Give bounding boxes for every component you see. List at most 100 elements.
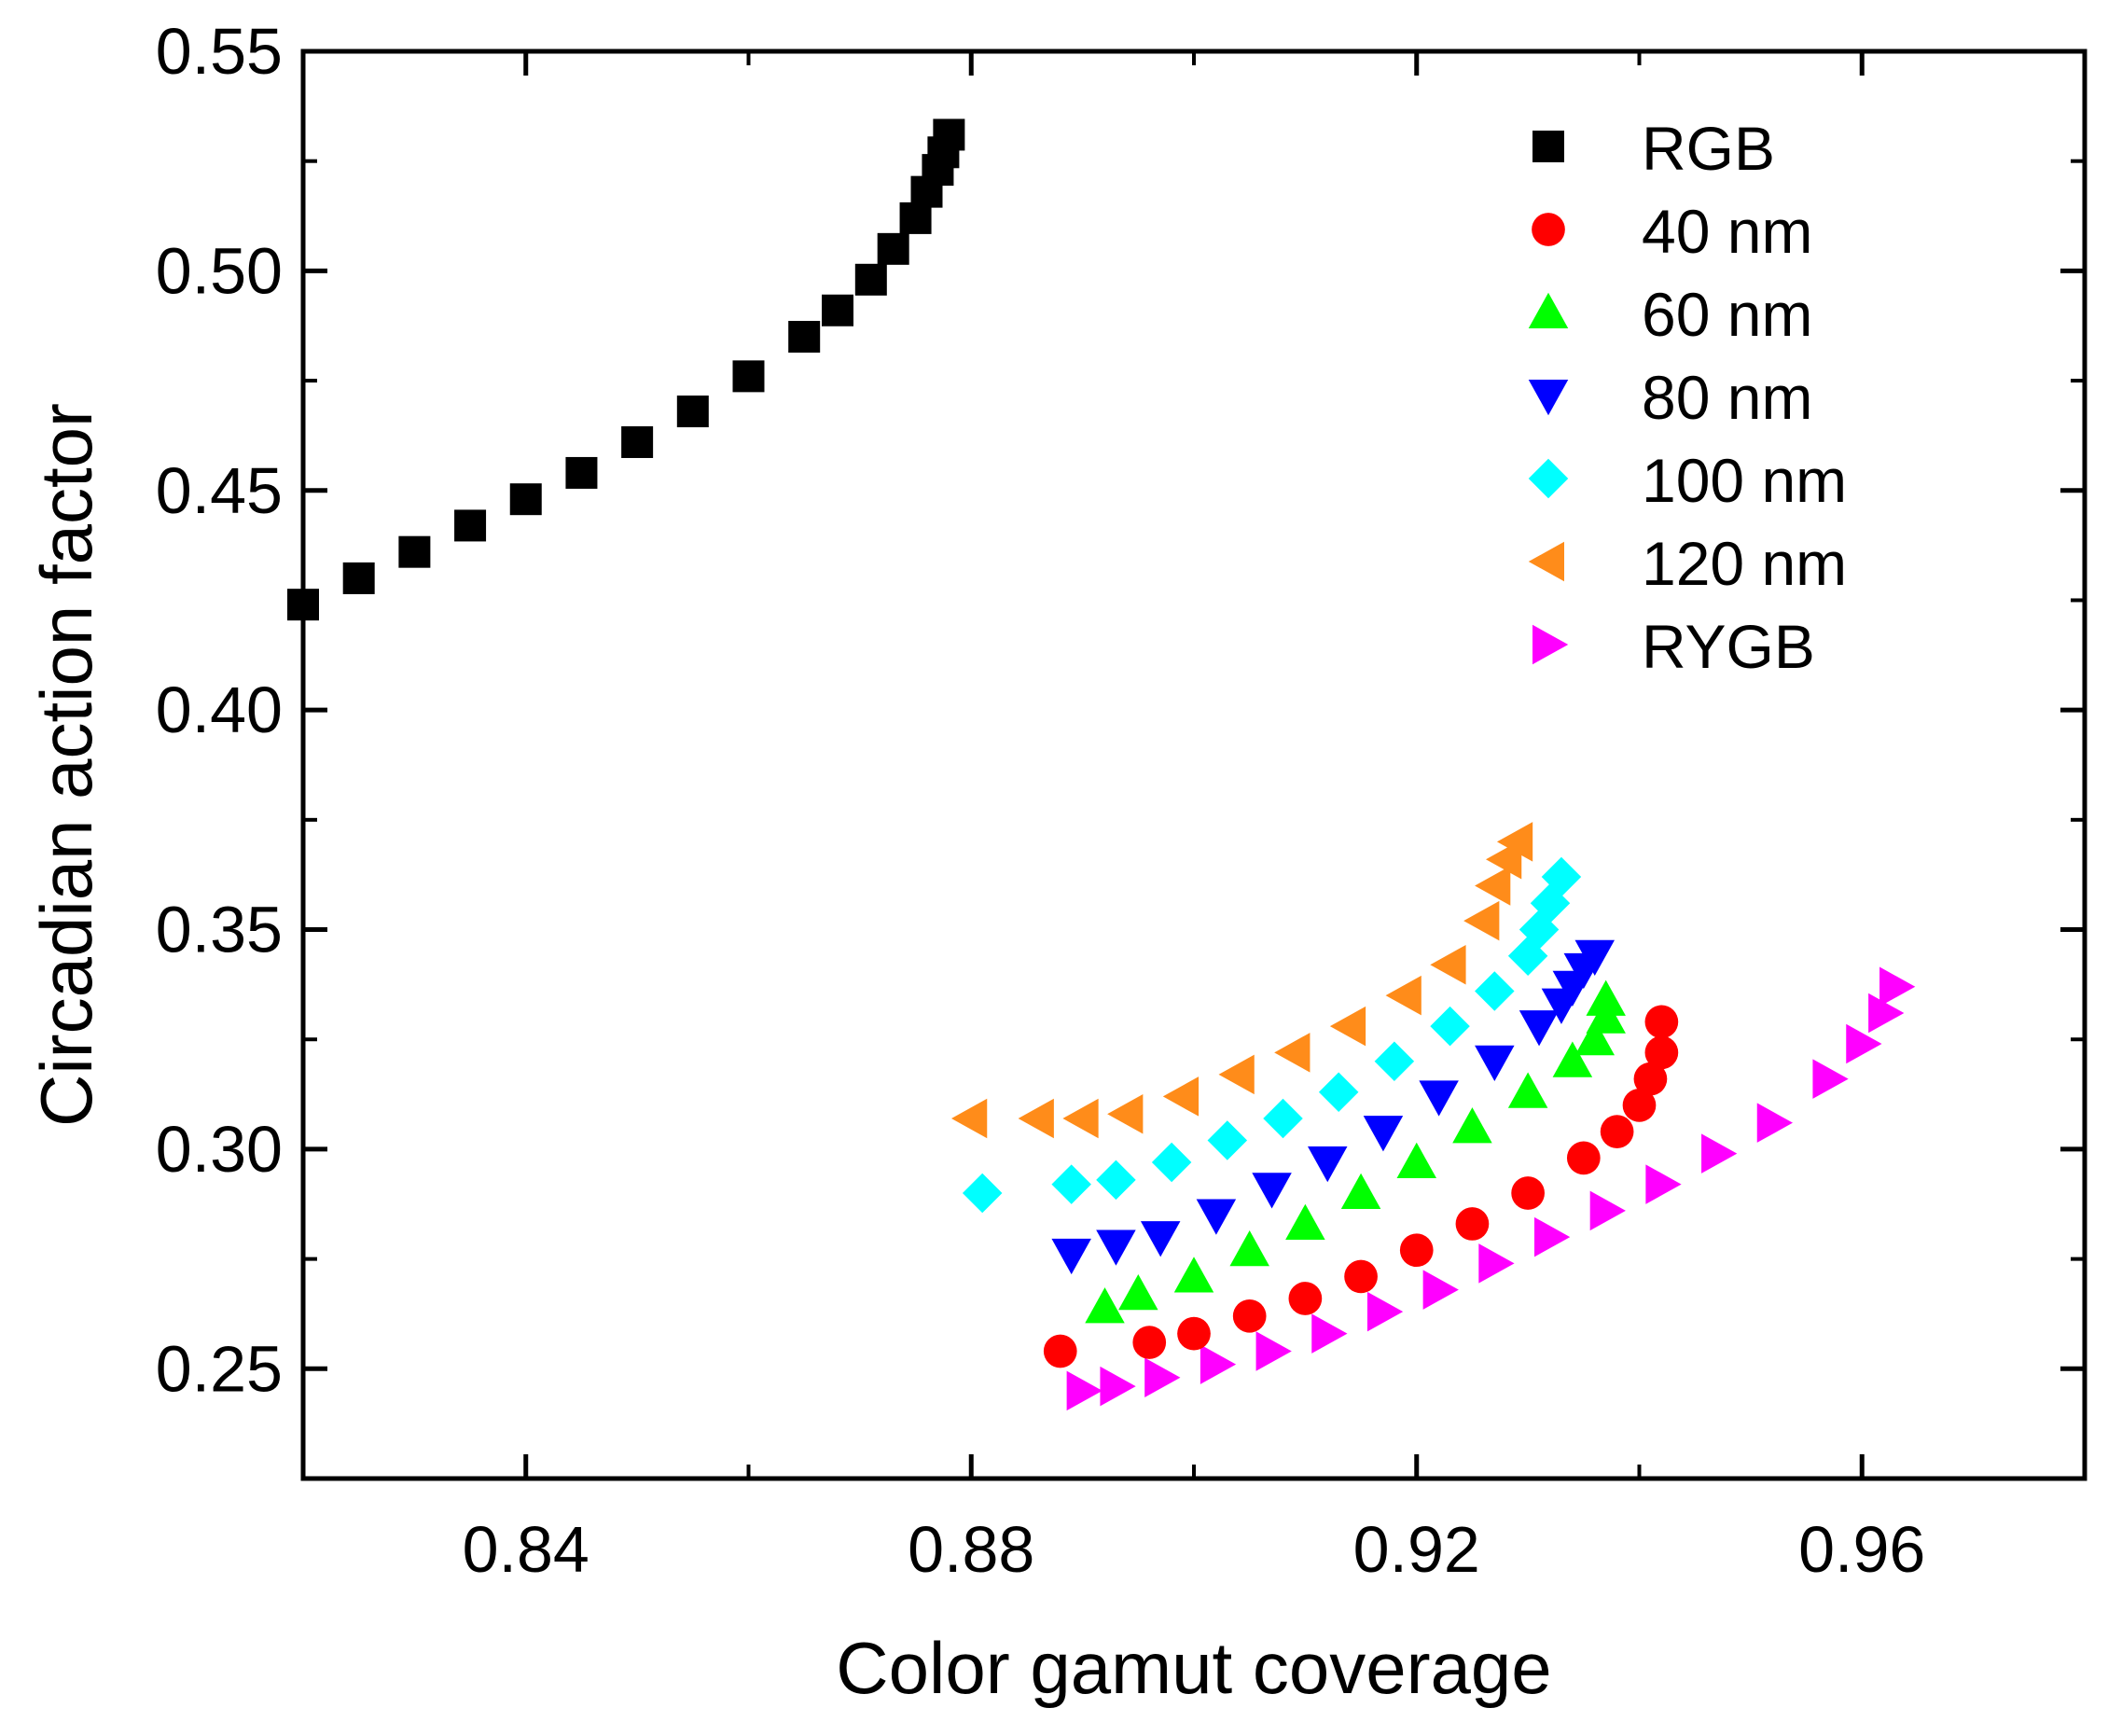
legend-marker: [1528, 380, 1569, 416]
legend-label: RGB: [1642, 114, 1775, 183]
data-point: [1574, 1019, 1615, 1056]
series-60-nm: [1085, 979, 1626, 1324]
data-point: [1200, 1344, 1237, 1384]
data-point: [1118, 1274, 1158, 1311]
data-point: [398, 535, 431, 568]
data-point: [1478, 1243, 1515, 1284]
legend-marker: [1532, 131, 1564, 162]
data-point: [1162, 1076, 1200, 1117]
data-point: [1644, 1035, 1679, 1070]
y-axis-title: Circadian action factor: [25, 403, 107, 1127]
legend-marker: [1532, 624, 1569, 665]
data-point: [1541, 856, 1582, 897]
series-rgb: [287, 118, 965, 621]
data-point: [342, 562, 375, 594]
legend-marker: [1528, 541, 1564, 582]
legend-label: 120 nm: [1642, 529, 1847, 598]
data-point: [454, 509, 487, 542]
data-point: [1475, 1045, 1515, 1082]
data-point: [1363, 1116, 1404, 1152]
legend-marker: [1532, 213, 1565, 246]
y-tick-label: 0.40: [156, 674, 283, 746]
data-point: [1311, 1313, 1348, 1354]
legend-marker: [1528, 458, 1569, 499]
data-point: [1507, 936, 1548, 977]
data-point: [732, 360, 765, 393]
data-point: [1586, 979, 1626, 1016]
data-point: [1475, 971, 1515, 1011]
data-point: [1255, 1331, 1292, 1371]
data-point: [1308, 1146, 1348, 1183]
x-tick-label: 0.88: [908, 1513, 1034, 1586]
data-point: [1344, 1259, 1378, 1294]
data-point: [1140, 1221, 1181, 1257]
data-point: [1252, 1173, 1292, 1209]
legend: RGB 40 nm 60 nm 80 nm 100 nm 120 nm RYGB: [1528, 114, 1847, 681]
data-point: [1218, 1054, 1255, 1095]
y-tick-label: 0.55: [156, 15, 283, 88]
x-axis-title: Color gamut coverage: [836, 1627, 1551, 1709]
data-point: [1288, 1282, 1323, 1315]
data-point: [1701, 1133, 1738, 1174]
legend-label: RYGB: [1642, 612, 1815, 681]
points-layer: [287, 118, 1916, 1411]
data-point: [1496, 822, 1533, 862]
data-point: [1589, 1190, 1626, 1231]
data-point: [1374, 1041, 1415, 1082]
series-40-nm: [1043, 1005, 1679, 1368]
legend-label: 100 nm: [1642, 446, 1847, 515]
data-point: [1475, 866, 1511, 906]
data-point: [509, 483, 542, 516]
data-point: [1507, 1072, 1548, 1108]
data-point: [1644, 1005, 1679, 1039]
data-point: [1566, 1141, 1601, 1175]
data-point: [1430, 944, 1466, 985]
data-point: [1519, 1010, 1560, 1047]
data-point: [1177, 1316, 1211, 1351]
data-point: [1318, 1072, 1359, 1112]
ticks-layer: 0.84 0.88 0.92 0.96 0.25 0.30 0.35 0.40 0.45 0.50…: [156, 15, 2087, 1586]
x-tick-label: 0.84: [463, 1513, 589, 1586]
data-point: [1574, 939, 1615, 977]
data-point: [1452, 1107, 1492, 1144]
data-point: [1285, 1203, 1325, 1240]
legend-label: 80 nm: [1642, 363, 1812, 432]
plot-frame: [300, 49, 2087, 1481]
series-100-nm: [962, 856, 1582, 1214]
data-point: [788, 321, 821, 353]
data-point: [1062, 1098, 1099, 1139]
data-point: [1066, 1370, 1103, 1411]
data-point: [1173, 1257, 1214, 1293]
data-point: [1600, 1115, 1634, 1148]
data-point: [1274, 1033, 1311, 1073]
legend-marker: [1528, 292, 1569, 328]
y-tick-label: 0.30: [156, 1113, 283, 1186]
data-point: [933, 118, 965, 151]
y-tick-label: 0.25: [156, 1332, 283, 1405]
series-120-nm: [951, 822, 1533, 1139]
y-tick-label: 0.45: [156, 454, 283, 527]
y-tick-label: 0.50: [156, 234, 283, 307]
data-point: [962, 1173, 1003, 1214]
data-point: [1756, 1103, 1793, 1143]
data-point: [1144, 1357, 1181, 1397]
data-point: [1430, 1006, 1470, 1047]
data-point: [1455, 1207, 1490, 1241]
x-tick-label: 0.92: [1353, 1513, 1480, 1586]
data-point: [565, 456, 598, 489]
data-point: [1100, 1366, 1136, 1407]
data-point: [1552, 1041, 1593, 1077]
series-80-nm: [1051, 939, 1615, 1275]
data-point: [1419, 1080, 1459, 1117]
data-point: [1329, 1006, 1366, 1047]
legend-label: 40 nm: [1642, 197, 1812, 266]
data-point: [1051, 1238, 1091, 1275]
data-point: [1263, 1098, 1303, 1139]
data-point: [1399, 1233, 1434, 1268]
data-point: [621, 425, 654, 458]
data-point: [1511, 1176, 1545, 1210]
data-point: [1043, 1334, 1077, 1368]
data-point: [1085, 1287, 1125, 1324]
